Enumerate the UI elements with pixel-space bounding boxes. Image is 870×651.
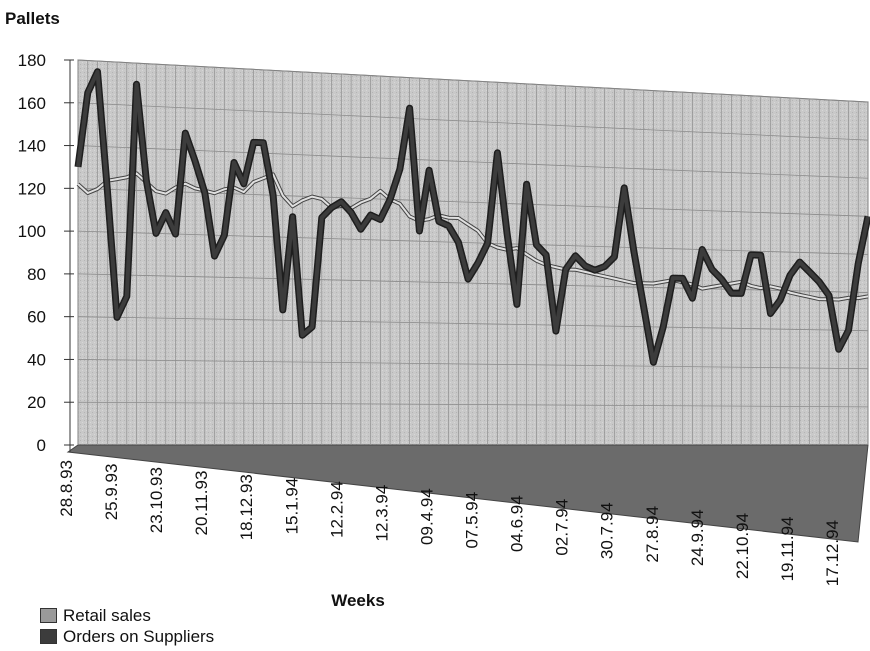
x-tick-label: 25.9.93 [102, 464, 121, 521]
x-tick-label: 24.9.94 [688, 509, 707, 566]
legend-label-retail-sales: Retail sales [63, 605, 151, 625]
x-tick-label: 07.5.94 [463, 492, 482, 549]
gridline-h [77, 102, 869, 141]
x-tick-label: 19.11.94 [778, 516, 797, 581]
x-axis-title: Weeks [331, 591, 385, 610]
y-tick-label: 60 [27, 308, 46, 327]
y-axis: 0 20 40 60 80 100 120 140 160 180 [18, 51, 74, 455]
gridline-h [77, 273, 869, 293]
legend-swatch-retail-sales [40, 608, 57, 623]
y-tick-label: 40 [27, 350, 46, 369]
gridline-h [77, 401, 869, 408]
x-tick-label: 02.7.94 [553, 499, 572, 556]
x-tick-label: 17.12.94 [823, 520, 842, 586]
legend-item-orders-on-suppliers: Orders on Suppliers [40, 626, 214, 647]
y-axis-title: Pallets [5, 9, 60, 28]
y-tick-label: 140 [18, 137, 46, 156]
series-line-orders-on-suppliers [76, 69, 870, 365]
x-tick-label: 18.12.93 [237, 474, 256, 540]
gridline-h [77, 59, 869, 103]
x-tick-label: 04.6.94 [508, 495, 527, 552]
x-tick-label: 09.4.94 [417, 488, 436, 545]
x-tick-label: 15.1.94 [282, 478, 301, 535]
x-tick-label: 12.2.94 [327, 481, 346, 538]
series-line-retail-sales [77, 172, 869, 301]
x-tick-label: 22.10.94 [733, 513, 752, 579]
legend-item-retail-sales: Retail sales [40, 605, 214, 626]
x-tick-label: 30.7.94 [598, 502, 617, 559]
x-tick-label: 27.8.94 [643, 506, 662, 563]
series-group [74, 68, 870, 366]
y-tick-label: 160 [18, 94, 46, 113]
y-tick-label: 20 [27, 393, 46, 412]
y-tick-label: 100 [18, 222, 46, 241]
gridline-h [77, 359, 869, 370]
y-tick-label: 180 [18, 51, 46, 70]
x-axis: 28.8.93 25.9.93 23.10.93 20.11.93 18.12.93 15… [57, 460, 842, 586]
x-tick-label: 12.3.94 [372, 485, 391, 542]
x-tick-label: 23.10.93 [147, 467, 166, 533]
y-tick-label: 120 [18, 179, 46, 198]
y-tick-label: 0 [37, 436, 46, 455]
legend: Retail sales Orders on Suppliers [40, 605, 214, 647]
x-tick-label: 28.8.93 [57, 460, 76, 517]
x-tick-label: 20.11.93 [192, 471, 211, 536]
gridline-h [77, 145, 869, 179]
gridline-h [77, 316, 869, 332]
legend-swatch-orders-on-suppliers [40, 629, 57, 644]
y-tick-label: 80 [27, 265, 46, 284]
legend-label-orders-on-suppliers: Orders on Suppliers [63, 626, 215, 646]
